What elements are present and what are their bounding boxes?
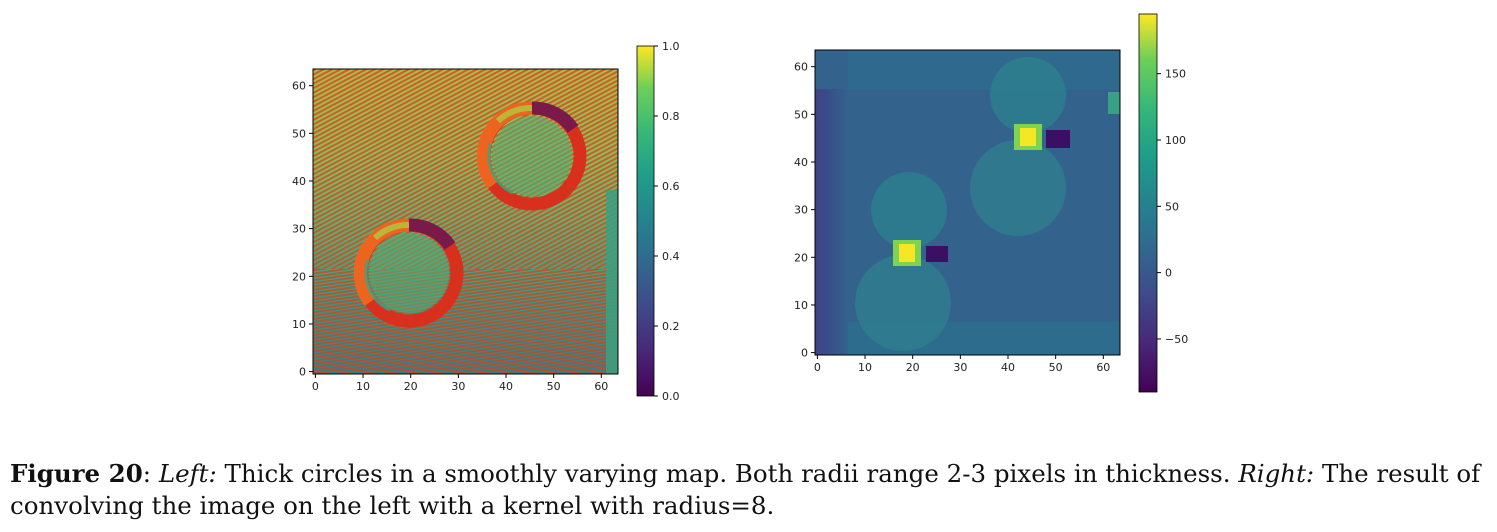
left-circle-2 <box>476 101 587 211</box>
right-edge-green-spot <box>1108 92 1120 114</box>
caption-left-label: Left: <box>158 459 217 488</box>
caption-right-label: Right: <box>1238 459 1315 488</box>
right-y-tick-label: 0 <box>801 347 808 360</box>
right-y-tick-label: 50 <box>794 108 808 121</box>
left-plot-frame <box>312 68 619 375</box>
right-trough-1 <box>926 246 948 262</box>
right-colorbar-tick-label: 50 <box>1165 200 1179 213</box>
left-y-tick-label: 0 <box>299 366 306 379</box>
caption-right-text: The result of convolving the image on th… <box>10 459 1481 520</box>
left-colorbar <box>636 45 655 397</box>
left-colorbar-tick-label: 0.4 <box>662 250 680 263</box>
right-y-tick-label: 10 <box>794 299 808 312</box>
right-x-tick-label: 0 <box>814 361 821 374</box>
right-disk-2-lower <box>970 140 1066 236</box>
left-y-tick-label: 10 <box>292 318 306 331</box>
right-x-tick-label: 20 <box>906 361 920 374</box>
left-circle-1 <box>353 218 464 328</box>
left-x-tick-label: 30 <box>451 380 465 393</box>
right-colorbar-tick-label: −50 <box>1165 333 1188 346</box>
left-colorbar-tick-label: 0.2 <box>662 320 680 333</box>
right-colorbar-tick-label: 100 <box>1165 134 1186 147</box>
right-x-tick-label: 10 <box>858 361 872 374</box>
left-y-tick-label: 40 <box>292 175 306 188</box>
left-y-tick-label: 20 <box>292 270 306 283</box>
left-colorbar-tick-label: 1.0 <box>662 40 680 53</box>
left-colorbar-tick-label: 0.6 <box>662 180 680 193</box>
left-x-tick-label: 40 <box>499 380 513 393</box>
circle-2-ring-top-arc <box>495 104 533 124</box>
figure-caption: Figure 20: Left: Thick circles in a smoo… <box>10 459 1481 520</box>
left-x-tick-label: 60 <box>594 380 608 393</box>
left-x-tick-label: 10 <box>356 380 370 393</box>
right-colorbar-tick-label: 150 <box>1165 68 1186 81</box>
caption-figure-label: Figure 20 <box>10 459 143 488</box>
left-y-tick-label: 50 <box>292 127 306 140</box>
left-y-tick-label: 30 <box>292 223 306 236</box>
circle-2-ring-inner-edge <box>487 142 514 195</box>
circle-1-ring-inner-edge <box>364 259 391 312</box>
right-left-border-strip <box>815 89 825 355</box>
right-y-tick-label: 30 <box>794 204 808 217</box>
right-peak-2 <box>1020 128 1036 146</box>
right-top-band <box>848 50 1120 90</box>
right-disk-1-upper <box>871 172 947 248</box>
left-y-tick-label: 60 <box>292 80 306 93</box>
left-x-tick-label: 50 <box>547 380 561 393</box>
circle-2-interior <box>492 116 572 196</box>
left-colorbar-tick-label: 0.0 <box>662 390 680 403</box>
right-y-tick-label: 40 <box>794 156 808 169</box>
right-x-tick-label: 50 <box>1049 361 1063 374</box>
circle-1-ring-top-arc <box>372 221 410 241</box>
right-x-tick-label: 60 <box>1096 361 1110 374</box>
right-colorbar <box>1138 13 1158 393</box>
right-x-tick-label: 30 <box>953 361 967 374</box>
right-heatmap: 0 10 20 30 40 50 60 0 10 20 30 40 50 60 150 100 50 0 −50 <box>794 13 1188 393</box>
left-right-edge-strip <box>606 190 618 374</box>
left-colorbar-tick-label: 0.8 <box>662 110 680 123</box>
circle-1-interior <box>369 233 449 313</box>
right-trough-2 <box>1046 130 1070 148</box>
left-x-tick-label: 20 <box>404 380 418 393</box>
right-disk-1-lower <box>855 255 951 351</box>
left-heatmap: 0 10 20 30 40 50 60 0 10 20 30 40 50 60 0.0 0.2 0.4 0.6… <box>292 40 680 403</box>
right-colorbar-tick-label: 0 <box>1165 267 1172 280</box>
caption-left-text: Thick circles in a smoothly varying map.… <box>224 459 1231 488</box>
left-x-tick-label: 0 <box>312 380 319 393</box>
right-disk-2-upper <box>990 57 1066 133</box>
right-plot-frame <box>814 49 1121 356</box>
right-y-tick-label: 60 <box>794 61 808 74</box>
right-y-tick-label: 20 <box>794 251 808 264</box>
right-x-tick-label: 40 <box>1001 361 1015 374</box>
right-peak-1 <box>899 244 915 262</box>
circle-1-ring-dark-arc <box>408 218 456 250</box>
circle-2-ring-dark-arc <box>531 101 579 133</box>
